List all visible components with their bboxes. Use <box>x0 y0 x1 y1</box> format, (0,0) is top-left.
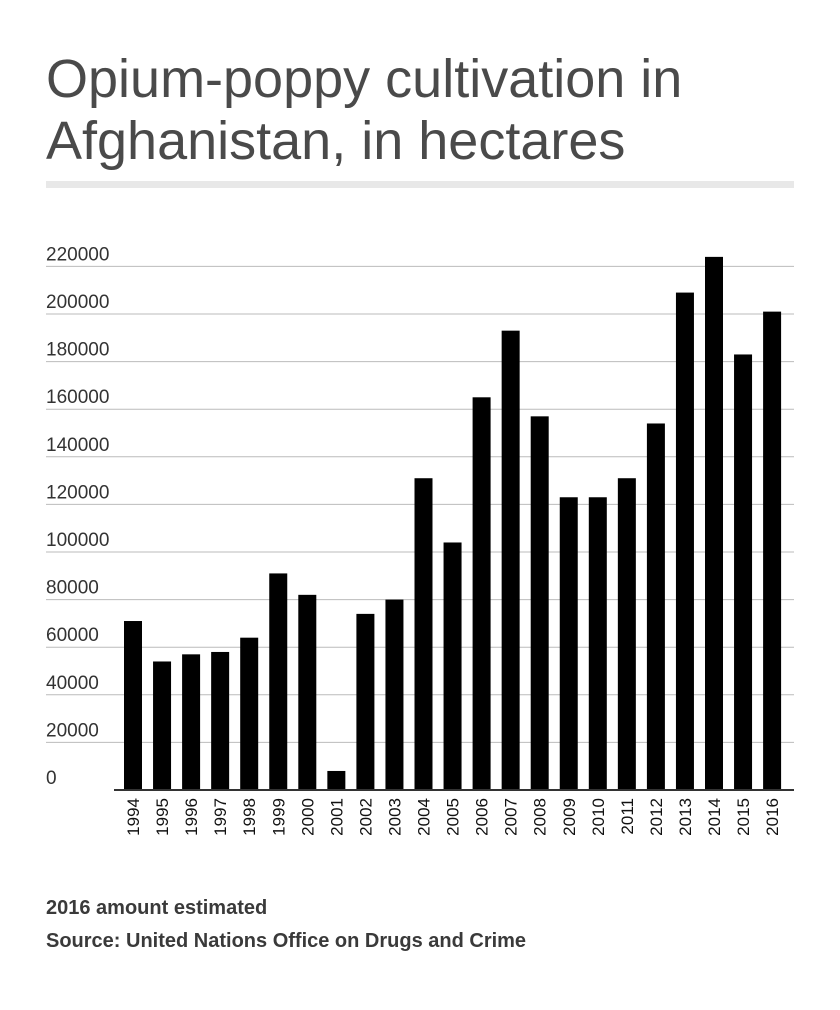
x-tick-label: 2007 <box>502 798 521 836</box>
x-tick-label: 2006 <box>473 798 492 836</box>
bar-2005 <box>443 542 462 790</box>
x-tick-label: 1999 <box>269 798 288 836</box>
bar-2008 <box>530 416 549 790</box>
bar-2011 <box>617 478 636 790</box>
bar-2014 <box>705 256 723 790</box>
bar-1996 <box>182 654 201 790</box>
x-tick-label: 1998 <box>240 798 259 836</box>
bar-chart: 0 20000 40000 60000 80000 100000 120000 140000 1… <box>46 244 794 836</box>
bar-2000 <box>298 594 317 790</box>
bar-2010 <box>588 497 607 790</box>
x-tick-label: 2002 <box>356 798 375 836</box>
x-tick-label: 2016 <box>763 798 782 836</box>
bar-2009 <box>559 497 578 790</box>
bar-2007 <box>501 330 520 790</box>
x-axis-labels: 1994 1995 1996 1997 1998 1999 2000 2001 2002 2003… <box>124 798 782 836</box>
estimate-note: 2016 amount estimated <box>46 897 268 919</box>
bar-2016 <box>763 311 782 790</box>
bar-1997 <box>211 651 230 790</box>
x-tick-label: 2014 <box>705 798 724 836</box>
bar-2013 <box>675 292 694 790</box>
x-tick-label: 2000 <box>298 798 317 836</box>
y-tick-label: 60000 <box>46 625 99 646</box>
x-tick-label: 1995 <box>153 798 172 836</box>
bar-1994 <box>124 621 142 790</box>
bar-2001 <box>327 770 346 790</box>
y-tick-label: 0 <box>46 768 57 789</box>
x-tick-label: 1997 <box>211 798 230 836</box>
y-axis-ticks: 0 20000 40000 60000 80000 100000 120000 140000 1… <box>46 244 109 789</box>
y-tick-label: 80000 <box>46 578 99 599</box>
bar-2015 <box>734 354 753 790</box>
y-tick-label: 20000 <box>46 720 99 741</box>
bar-1995 <box>153 661 172 790</box>
x-tick-label: 2003 <box>385 798 404 836</box>
bar-2012 <box>646 423 665 790</box>
chart-title: Opium-poppy cultivation in Afghanistan, … <box>46 49 683 171</box>
x-tick-label: 2011 <box>618 798 637 835</box>
x-tick-label: 2008 <box>531 798 550 836</box>
y-tick-label: 120000 <box>46 482 109 503</box>
x-tick-label: 2010 <box>589 798 608 836</box>
x-tick-label: 2013 <box>676 798 695 836</box>
y-tick-label: 180000 <box>46 340 109 361</box>
bar-1998 <box>240 637 259 790</box>
x-tick-label: 2005 <box>444 798 463 836</box>
source-note: Source: United Nations Office on Drugs a… <box>46 930 527 952</box>
y-tick-label: 200000 <box>46 292 109 313</box>
y-tick-label: 140000 <box>46 435 109 456</box>
bar-2006 <box>472 397 491 790</box>
x-tick-label: 2015 <box>734 798 753 836</box>
bar-2004 <box>414 478 433 790</box>
y-tick-label: 160000 <box>46 387 109 408</box>
y-tick-label: 100000 <box>46 530 109 551</box>
bar-2002 <box>356 613 375 790</box>
x-tick-label: 2012 <box>647 798 666 836</box>
x-tick-label: 2001 <box>327 798 346 836</box>
x-tick-label: 1996 <box>182 798 201 836</box>
y-tick-label: 220000 <box>46 244 109 265</box>
bar-2003 <box>385 599 404 790</box>
x-tick-label: 2009 <box>560 798 579 836</box>
bar-1999 <box>269 573 288 790</box>
bars <box>124 256 782 790</box>
x-tick-label: 1994 <box>124 798 143 836</box>
x-tick-label: 2004 <box>415 798 434 836</box>
title-divider <box>46 181 794 188</box>
y-tick-label: 40000 <box>46 673 99 694</box>
